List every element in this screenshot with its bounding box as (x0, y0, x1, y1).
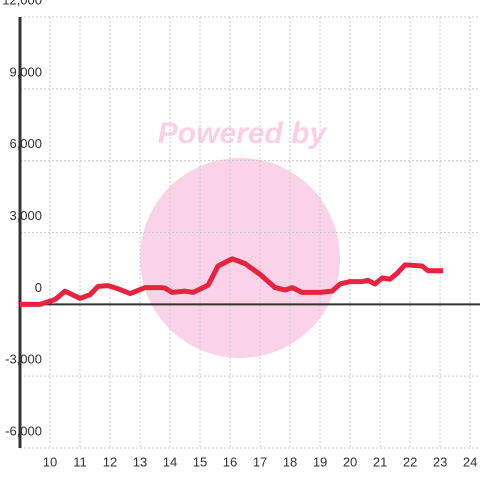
x-tick-label: 14 (163, 454, 177, 469)
x-tick-label: 24 (463, 454, 477, 469)
watermark-logo (140, 158, 340, 358)
x-tick-label: 20 (343, 454, 357, 469)
y-tick-label: 3,000 (9, 208, 42, 223)
x-tick-label: 12 (103, 454, 117, 469)
x-tick-label: 18 (283, 454, 297, 469)
x-tick-label: 22 (403, 454, 417, 469)
y-tick-label: 9,000 (9, 64, 42, 79)
y-tick-label: -3,000 (5, 352, 42, 367)
x-tick-label: 21 (373, 454, 387, 469)
x-tick-label: 23 (433, 454, 447, 469)
x-tick-label: 13 (133, 454, 147, 469)
x-tick-label: 19 (313, 454, 327, 469)
x-tick-label: 10 (43, 454, 57, 469)
y-tick-label: -6,000 (5, 423, 42, 438)
y-tick-label: 6,000 (9, 136, 42, 151)
x-tick-label: 17 (253, 454, 267, 469)
line-series (20, 256, 444, 307)
watermark-text: Powered by (158, 117, 328, 150)
y-tick-label: 12,000 (2, 0, 42, 7)
x-tick-label: 15 (193, 454, 207, 469)
x-tick-label: 11 (73, 454, 87, 469)
watermark: Powered by (140, 117, 340, 358)
x-tick-label: 16 (223, 454, 237, 469)
y-tick-label: 0 (35, 280, 42, 295)
